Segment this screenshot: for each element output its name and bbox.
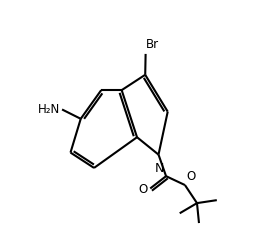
Text: H₂N: H₂N: [38, 103, 60, 116]
Text: O: O: [139, 183, 148, 196]
Text: N: N: [155, 162, 164, 175]
Text: Br: Br: [146, 38, 159, 51]
Text: O: O: [187, 170, 196, 183]
